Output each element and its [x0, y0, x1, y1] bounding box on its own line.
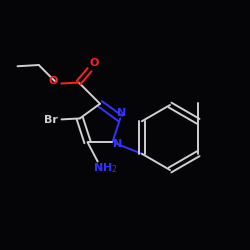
Text: Br: Br	[44, 115, 58, 125]
Text: O: O	[48, 76, 58, 86]
Text: NH$_2$: NH$_2$	[93, 162, 117, 175]
Text: N: N	[113, 139, 122, 149]
Text: N: N	[117, 108, 126, 118]
Text: O: O	[89, 58, 99, 68]
